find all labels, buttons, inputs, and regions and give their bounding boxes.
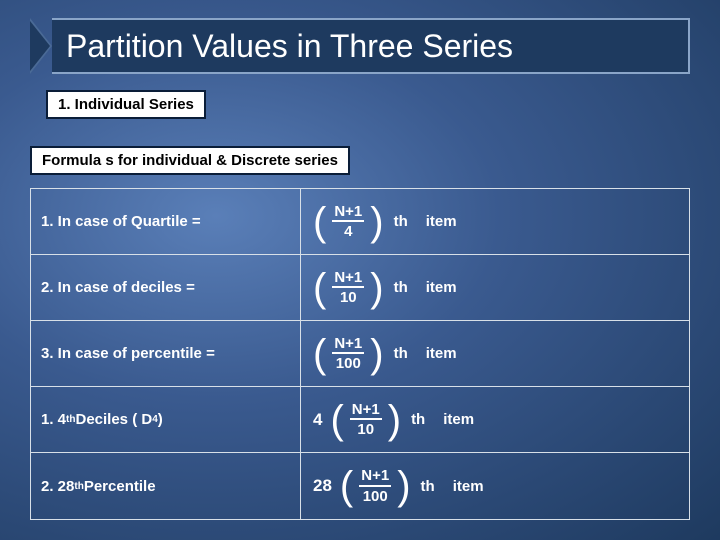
coefficient: 4 bbox=[313, 410, 322, 430]
bracket-right-icon: ) bbox=[370, 268, 383, 308]
coefficient: 28 bbox=[313, 476, 332, 496]
row-label: 2. 28th Percentile bbox=[31, 453, 301, 519]
row-formula: ( N+1 10 ) th item bbox=[301, 255, 689, 320]
bracket-right-icon: ) bbox=[397, 466, 410, 506]
bracket-right-icon: ) bbox=[370, 334, 383, 374]
title-body: Partition Values in Three Series bbox=[52, 18, 690, 74]
fraction: N+1 100 bbox=[359, 467, 391, 505]
th-suffix: th bbox=[394, 213, 408, 230]
denominator: 4 bbox=[344, 222, 352, 240]
row-label: 3. In case of percentile = bbox=[31, 321, 301, 386]
item-suffix: item bbox=[426, 345, 457, 362]
numerator: N+1 bbox=[350, 401, 382, 420]
row-label: 1. In case of Quartile = bbox=[31, 189, 301, 254]
item-suffix: item bbox=[426, 213, 457, 230]
table-row: 1. In case of Quartile = ( N+1 4 ) th it… bbox=[31, 189, 689, 255]
fraction: N+1 10 bbox=[332, 269, 364, 307]
th-suffix: th bbox=[394, 279, 408, 296]
bracket-left-icon: ( bbox=[330, 400, 343, 440]
th-suffix: th bbox=[411, 411, 425, 428]
row-formula: ( N+1 100 ) th item bbox=[301, 321, 689, 386]
bracket-right-icon: ) bbox=[388, 400, 401, 440]
denominator: 100 bbox=[336, 354, 361, 372]
bracket-right-icon: ) bbox=[370, 202, 383, 242]
table-row: 3. In case of percentile = ( N+1 100 ) t… bbox=[31, 321, 689, 387]
item-suffix: item bbox=[443, 411, 474, 428]
bracket-left-icon: ( bbox=[340, 466, 353, 506]
numerator: N+1 bbox=[332, 203, 364, 222]
item-suffix: item bbox=[453, 478, 484, 495]
fraction: N+1 4 bbox=[332, 203, 364, 241]
item-suffix: item bbox=[426, 279, 457, 296]
th-suffix: th bbox=[421, 478, 435, 495]
row-label: 1. 4th Deciles ( D4 ) bbox=[31, 387, 301, 452]
numerator: N+1 bbox=[332, 269, 364, 288]
table-row: 2. 28th Percentile 28 ( N+1 100 ) th ite… bbox=[31, 453, 689, 519]
numerator: N+1 bbox=[359, 467, 391, 486]
th-suffix: th bbox=[394, 345, 408, 362]
fraction: N+1 10 bbox=[350, 401, 382, 439]
denominator: 100 bbox=[363, 487, 388, 505]
row-formula: 28 ( N+1 100 ) th item bbox=[301, 453, 689, 519]
table-row: 1. 4th Deciles ( D4 ) 4 ( N+1 10 ) th it… bbox=[31, 387, 689, 453]
formula-table: 1. In case of Quartile = ( N+1 4 ) th it… bbox=[30, 188, 690, 520]
bracket-left-icon: ( bbox=[313, 202, 326, 242]
arrow-decoration bbox=[30, 18, 52, 74]
table-row: 2. In case of deciles = ( N+1 10 ) th it… bbox=[31, 255, 689, 321]
bracket-left-icon: ( bbox=[313, 268, 326, 308]
row-label: 2. In case of deciles = bbox=[31, 255, 301, 320]
bracket-left-icon: ( bbox=[313, 334, 326, 374]
numerator: N+1 bbox=[332, 335, 364, 354]
subheader-individual: 1. Individual Series bbox=[46, 90, 206, 119]
row-formula: ( N+1 4 ) th item bbox=[301, 189, 689, 254]
row-formula: 4 ( N+1 10 ) th item bbox=[301, 387, 689, 452]
page-title: Partition Values in Three Series bbox=[66, 28, 513, 65]
denominator: 10 bbox=[340, 288, 357, 306]
title-banner: Partition Values in Three Series bbox=[30, 18, 690, 74]
subheader-formulas: Formula s for individual & Discrete seri… bbox=[30, 146, 350, 175]
fraction: N+1 100 bbox=[332, 335, 364, 373]
denominator: 10 bbox=[357, 420, 374, 438]
